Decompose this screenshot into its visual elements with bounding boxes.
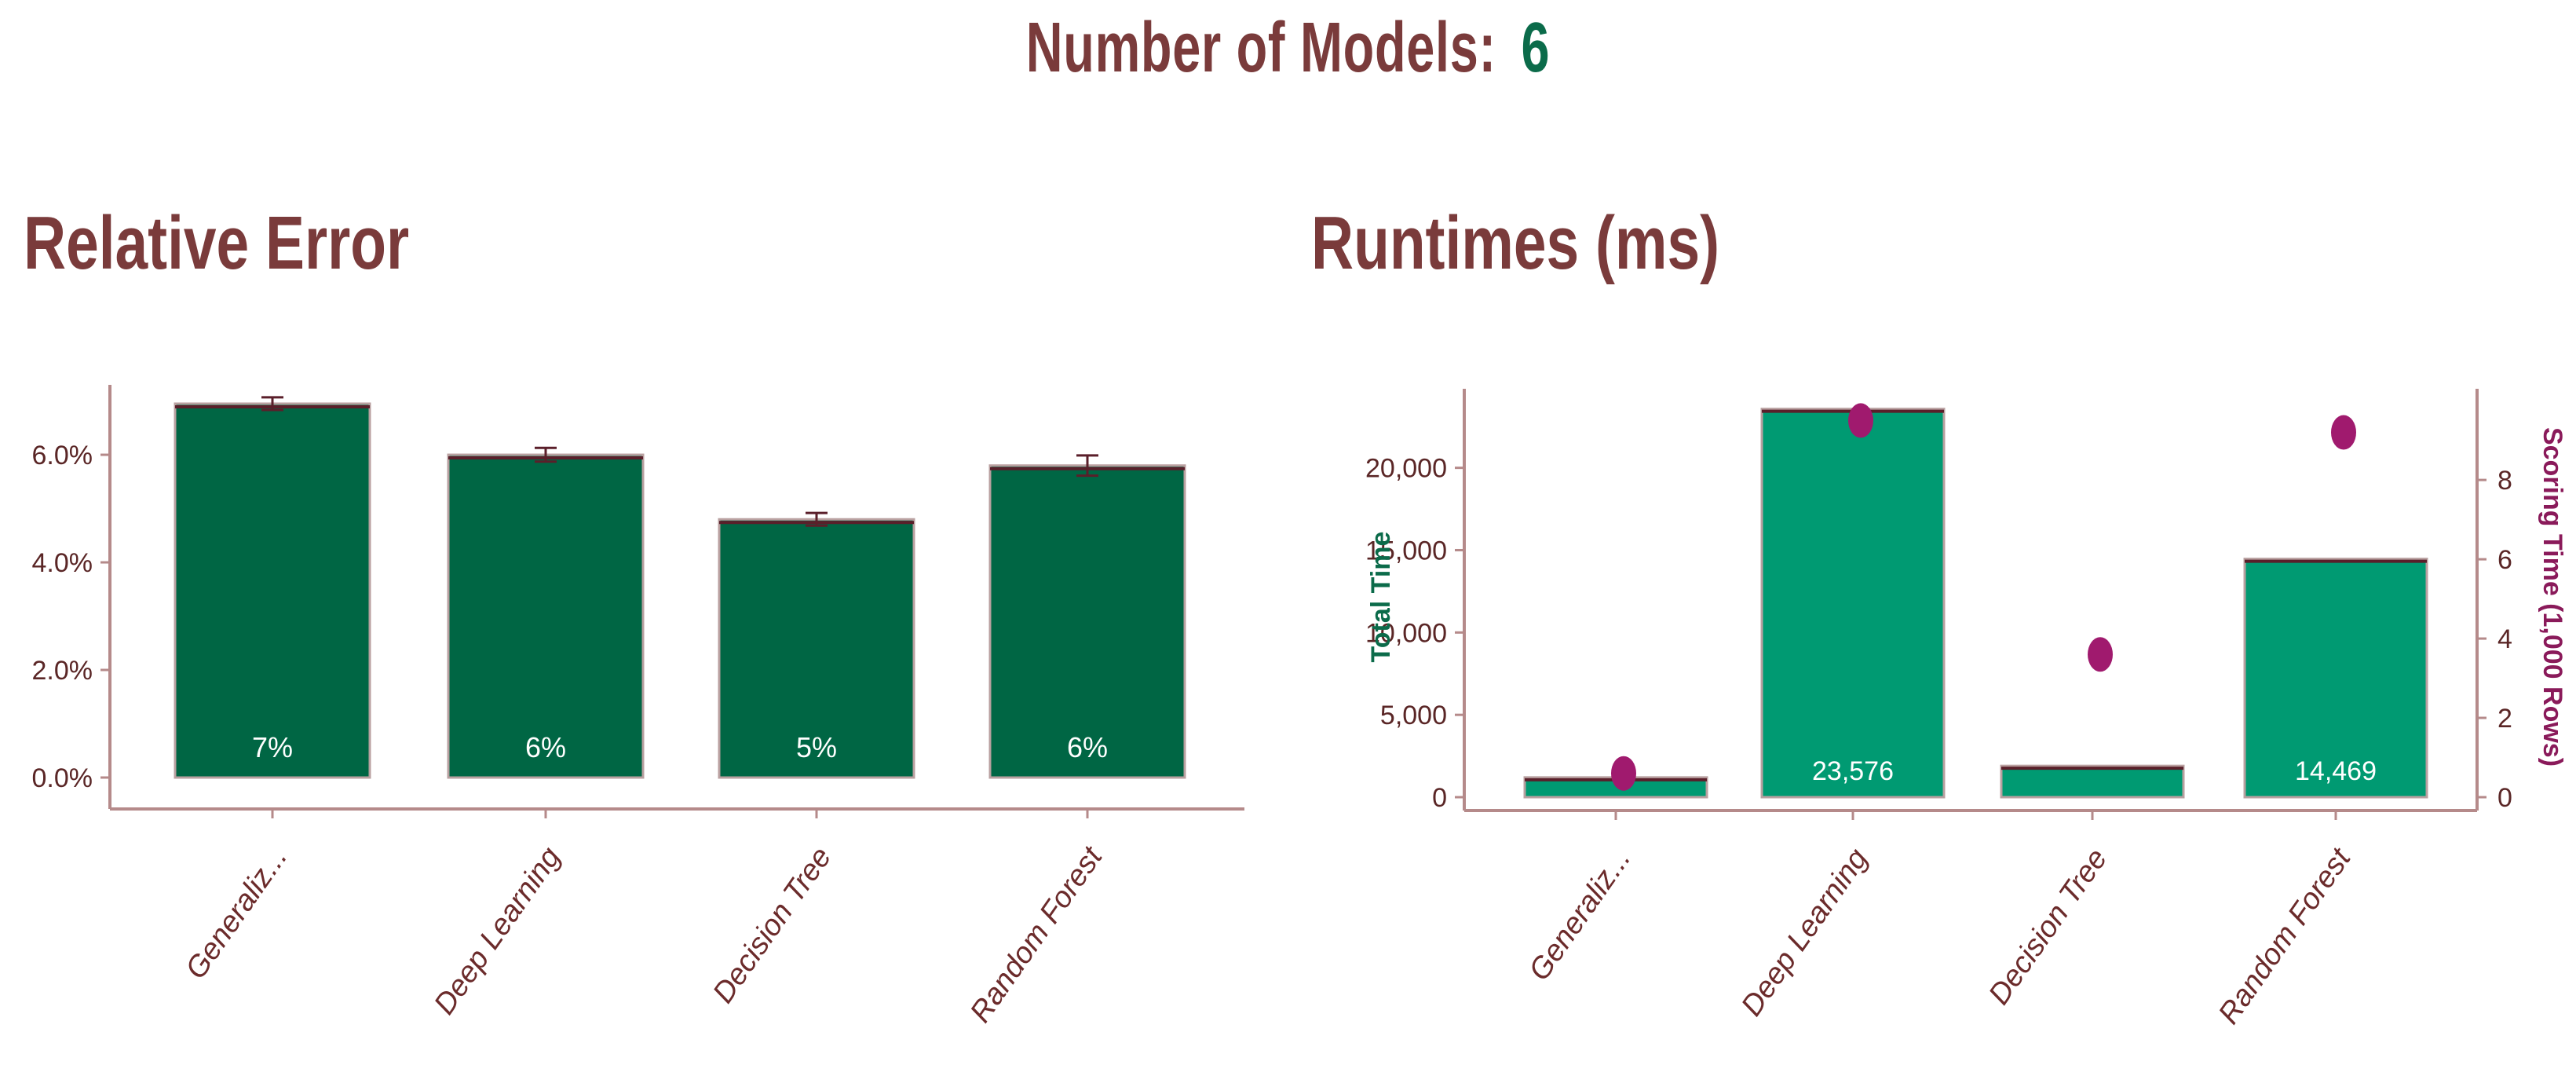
- scoring-ytick-label: 8: [2497, 466, 2512, 496]
- scoring-time-point: [2331, 415, 2356, 450]
- error-data-label: 5%: [796, 731, 837, 763]
- runtime-data-label: 23,576: [1812, 756, 1894, 786]
- runtime-bar: [2000, 764, 2185, 799]
- runtime-category-label: Deep Learning: [1735, 843, 1874, 1022]
- scoring-ytick-label: 4: [2497, 624, 2512, 654]
- scoring-time-point: [1611, 756, 1636, 791]
- error-data-label: 7%: [252, 731, 293, 763]
- error-bar: [718, 518, 915, 779]
- scoring-y-axis-title: Scoring Time (1,000 Rows): [2538, 427, 2567, 767]
- runtime-bar: [1760, 408, 1946, 799]
- error-ytick-label: 6.0%: [32, 441, 93, 470]
- runtime-ytick-label: 15,000: [1365, 536, 1447, 565]
- error-data-label: 6%: [525, 731, 566, 763]
- error-data-label: 6%: [1067, 731, 1108, 763]
- runtime-ytick-label: 10,000: [1365, 618, 1447, 648]
- scoring-time-point: [1848, 403, 1873, 438]
- relative-error-title: Relative Error: [24, 201, 410, 285]
- error-bar: [988, 464, 1186, 779]
- scoring-ytick-label: 6: [2497, 545, 2512, 575]
- scoring-ytick-label: 0: [2497, 783, 2512, 813]
- models-count-header: Number of Models: 6: [360, 8, 2215, 89]
- runtime-ytick-label: 5,000: [1380, 701, 1447, 730]
- error-ytick-label: 2.0%: [32, 656, 93, 686]
- error-ytick-label: 4.0%: [32, 548, 93, 578]
- scoring-time-point: [2088, 637, 2113, 672]
- error-category-label: Generaliz...: [180, 841, 294, 985]
- scoring-ytick-label: 2: [2497, 704, 2512, 734]
- error-bar: [174, 402, 371, 779]
- runtimes-title: Runtimes (ms): [1311, 201, 1720, 285]
- error-category-label: Decision Tree: [707, 841, 838, 1009]
- runtime-ytick-label: 0: [1432, 783, 1447, 813]
- error-category-label: Random Forest: [964, 840, 1109, 1029]
- runtime-category-label: Decision Tree: [1982, 843, 2114, 1011]
- error-ytick-label: 0.0%: [32, 763, 93, 793]
- models-count-label: Number of Models:: [1025, 9, 1496, 87]
- error-category-label: Deep Learning: [428, 841, 567, 1020]
- error-bar: [447, 453, 645, 779]
- runtime-y-axis-title: Total Time: [1366, 532, 1396, 663]
- runtime-ytick-label: 20,000: [1365, 454, 1447, 484]
- runtime-data-label: 14,469: [2295, 756, 2377, 786]
- runtime-bar: [2243, 558, 2428, 799]
- runtime-category-label: Random Forest: [2212, 842, 2358, 1030]
- runtime-category-label: Generaliz...: [1523, 843, 1638, 986]
- models-count-value: 6: [1521, 9, 1551, 87]
